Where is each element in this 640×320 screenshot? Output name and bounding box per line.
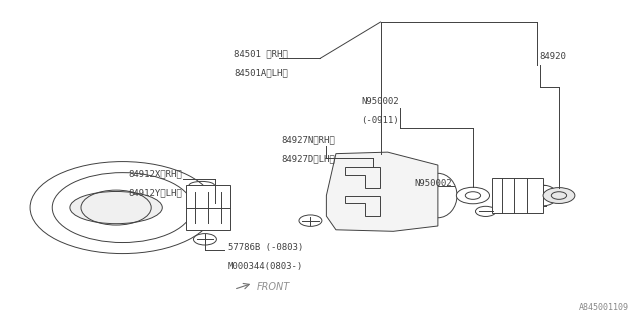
Circle shape <box>299 215 322 226</box>
Polygon shape <box>326 152 438 231</box>
Circle shape <box>456 187 490 204</box>
Bar <box>492 178 543 213</box>
Text: N950002: N950002 <box>414 179 452 188</box>
Circle shape <box>476 206 496 216</box>
Text: 84912Y〈LH〉: 84912Y〈LH〉 <box>129 189 182 198</box>
Text: 84912X〈RH〉: 84912X〈RH〉 <box>129 170 182 179</box>
Text: 84501A〈LH〉: 84501A〈LH〉 <box>234 68 288 77</box>
Text: 57786B (-0803): 57786B (-0803) <box>228 243 303 252</box>
Bar <box>186 185 230 230</box>
Text: 84927N〈RH〉: 84927N〈RH〉 <box>282 135 335 144</box>
Text: (-0911): (-0911) <box>362 116 399 125</box>
Circle shape <box>543 188 575 204</box>
Text: A845001109: A845001109 <box>579 303 629 312</box>
Circle shape <box>193 234 216 245</box>
Text: 84927D〈LH〉: 84927D〈LH〉 <box>282 154 335 163</box>
Text: FRONT: FRONT <box>256 282 289 292</box>
Text: 84501 〈RH〉: 84501 〈RH〉 <box>234 49 288 58</box>
Ellipse shape <box>70 191 163 224</box>
Text: M000344(0803-): M000344(0803-) <box>228 262 303 271</box>
Text: N950002: N950002 <box>362 97 399 106</box>
Text: 84920: 84920 <box>540 52 566 61</box>
